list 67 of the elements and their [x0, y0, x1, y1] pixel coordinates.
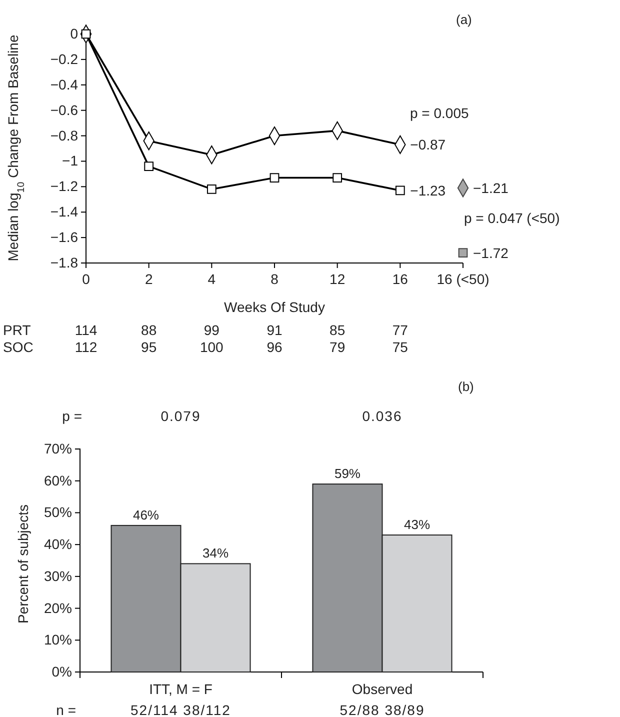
- y-tick-label: 0: [70, 25, 78, 42]
- point: [332, 173, 342, 182]
- x-tick-label: 16 (<50): [436, 270, 490, 287]
- y-tick-label: 0%: [52, 663, 72, 680]
- data-label: 59%: [334, 466, 361, 482]
- text: 96: [266, 339, 282, 355]
- y-tick-label: 60%: [44, 472, 72, 488]
- y-tick-label: −1.8: [50, 254, 78, 270]
- y-tick-label: −1.4: [50, 204, 78, 220]
- x-tick-label: 12: [330, 270, 346, 287]
- text: (a): [456, 12, 472, 27]
- y-tick-label: −0.8: [50, 127, 78, 144]
- text: SOC: [3, 339, 34, 355]
- point: [206, 184, 216, 194]
- text: 0.079: [160, 408, 201, 424]
- y-tick-label: 40%: [44, 536, 72, 552]
- y-tick-label: −0.2: [50, 50, 78, 67]
- y-tick-label: 10%: [44, 632, 72, 648]
- text: 99: [204, 322, 220, 338]
- point: [458, 248, 468, 258]
- data-label: −1.21: [473, 180, 509, 196]
- text: PRT: [3, 322, 32, 338]
- text: 91: [266, 322, 282, 338]
- text: 100: [200, 339, 224, 355]
- text: 0.036: [362, 408, 402, 424]
- x-tick-label: 2: [144, 270, 153, 287]
- data-label: −0.87: [410, 136, 446, 153]
- y-axis-title: Percent of subjects: [15, 504, 31, 624]
- y-tick-label: 30%: [44, 568, 72, 584]
- text: 88: [141, 322, 157, 338]
- x-tick-label: 8: [270, 270, 279, 287]
- text: p = 0.047 (<50): [464, 210, 560, 226]
- data-label: −1.23: [410, 182, 446, 198]
- text: 79: [330, 339, 346, 355]
- point: [144, 162, 154, 171]
- y-tick-label: −0.6: [50, 102, 78, 118]
- x-tick-label: 4: [208, 270, 216, 287]
- data-label: 43%: [404, 517, 430, 532]
- x-tick-label: ITT, M = F: [149, 680, 212, 697]
- data-label: −1.72: [473, 244, 509, 261]
- text: 85: [330, 322, 346, 338]
- data-label: 34%: [202, 546, 229, 561]
- text: (b): [458, 379, 474, 394]
- text: 95: [141, 339, 157, 355]
- x-axis-title: Weeks Of Study: [224, 299, 325, 315]
- point: [270, 173, 280, 182]
- text: 77: [392, 322, 408, 338]
- y-tick-label: −1.2: [50, 178, 78, 194]
- text: 112: [74, 339, 98, 355]
- y-tick-label: 20%: [44, 600, 72, 616]
- text: 52/114 38/112: [130, 702, 231, 717]
- y-tick-label: −0.4: [50, 76, 78, 92]
- y-tick-label: −1: [62, 152, 78, 169]
- x-tick-label: 16: [392, 270, 408, 287]
- data-label: 46%: [132, 507, 160, 522]
- x-tick-label: Observed: [352, 680, 413, 697]
- text: 75: [392, 339, 408, 355]
- y-tick-label: 70%: [44, 440, 72, 456]
- annotation: p = 0.005: [410, 105, 469, 121]
- text: 114: [74, 322, 98, 338]
- y-tick-label: 50%: [44, 504, 72, 520]
- text: p =: [62, 408, 82, 424]
- y-tick-label: −1.6: [50, 229, 78, 246]
- text: 52/88 38/89: [340, 702, 425, 717]
- x-tick-label: 0: [82, 270, 90, 287]
- text: n =: [56, 702, 76, 717]
- point: [395, 186, 405, 196]
